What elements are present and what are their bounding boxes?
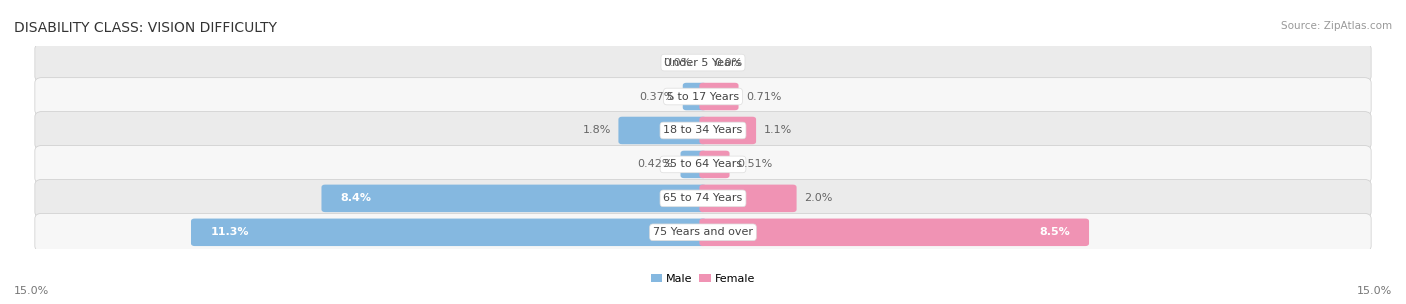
Legend: Male, Female: Male, Female: [647, 270, 759, 288]
FancyBboxPatch shape: [699, 219, 1090, 246]
Text: DISABILITY CLASS: VISION DIFFICULTY: DISABILITY CLASS: VISION DIFFICULTY: [14, 21, 277, 35]
FancyBboxPatch shape: [35, 180, 1371, 217]
Text: 2.0%: 2.0%: [804, 193, 832, 203]
FancyBboxPatch shape: [35, 78, 1371, 115]
FancyBboxPatch shape: [683, 83, 707, 110]
FancyBboxPatch shape: [191, 219, 707, 246]
Text: 0.0%: 0.0%: [714, 57, 742, 67]
Text: 0.37%: 0.37%: [640, 92, 675, 102]
Text: 8.4%: 8.4%: [340, 193, 371, 203]
Text: Source: ZipAtlas.com: Source: ZipAtlas.com: [1281, 21, 1392, 31]
Text: 75 Years and over: 75 Years and over: [652, 227, 754, 237]
FancyBboxPatch shape: [35, 213, 1371, 251]
Text: 0.51%: 0.51%: [737, 159, 772, 169]
Text: 35 to 64 Years: 35 to 64 Years: [664, 159, 742, 169]
Text: 18 to 34 Years: 18 to 34 Years: [664, 126, 742, 136]
Text: 5 to 17 Years: 5 to 17 Years: [666, 92, 740, 102]
FancyBboxPatch shape: [35, 146, 1371, 183]
Text: 0.0%: 0.0%: [664, 57, 692, 67]
Text: Under 5 Years: Under 5 Years: [665, 57, 741, 67]
Text: 15.0%: 15.0%: [14, 286, 49, 296]
FancyBboxPatch shape: [35, 112, 1371, 149]
FancyBboxPatch shape: [699, 151, 730, 178]
FancyBboxPatch shape: [35, 44, 1371, 81]
Text: 1.8%: 1.8%: [582, 126, 610, 136]
FancyBboxPatch shape: [322, 185, 707, 212]
Text: 65 to 74 Years: 65 to 74 Years: [664, 193, 742, 203]
Text: 15.0%: 15.0%: [1357, 286, 1392, 296]
Text: 0.42%: 0.42%: [637, 159, 673, 169]
Text: 0.71%: 0.71%: [747, 92, 782, 102]
FancyBboxPatch shape: [699, 185, 797, 212]
Text: 11.3%: 11.3%: [211, 227, 249, 237]
FancyBboxPatch shape: [699, 83, 738, 110]
Text: 8.5%: 8.5%: [1039, 227, 1070, 237]
FancyBboxPatch shape: [619, 117, 707, 144]
FancyBboxPatch shape: [681, 151, 707, 178]
FancyBboxPatch shape: [699, 117, 756, 144]
Text: 1.1%: 1.1%: [763, 126, 792, 136]
